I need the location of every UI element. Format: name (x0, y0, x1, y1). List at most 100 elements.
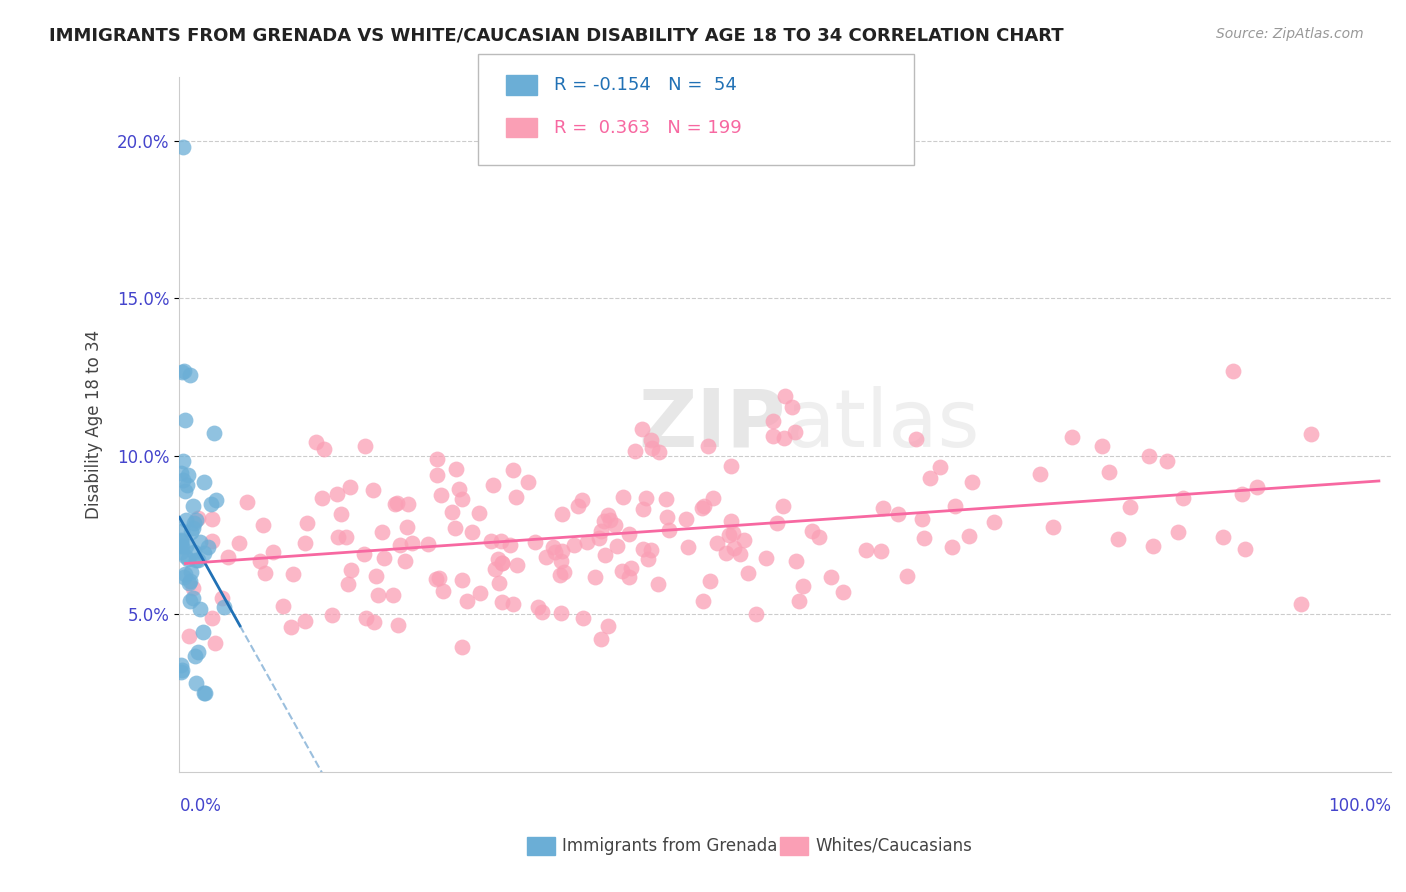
Point (1246, 480, 1268, 494)
Point (394, 554, 416, 568)
Point (193, 546, 215, 560)
Point (460, 524, 482, 539)
Point (631, 422, 654, 436)
Point (363, 615, 385, 629)
Point (188, 601, 211, 615)
Point (551, 507, 574, 521)
Point (583, 570, 606, 584)
Point (467, 506, 489, 520)
Point (381, 588, 404, 602)
Point (620, 561, 643, 575)
Point (588, 531, 610, 545)
Point (181, 591, 204, 605)
Point (180, 565, 202, 579)
Point (762, 413, 785, 427)
Point (253, 566, 276, 581)
Point (186, 553, 208, 567)
Point (1167, 525, 1189, 540)
Point (354, 439, 377, 453)
Point (541, 540, 564, 554)
Point (184, 513, 207, 527)
Point (896, 569, 918, 583)
Point (766, 516, 789, 530)
Point (702, 491, 724, 505)
Point (640, 543, 662, 558)
Point (1107, 532, 1129, 546)
Point (696, 439, 718, 453)
Point (502, 597, 524, 611)
Point (637, 551, 659, 566)
Point (447, 482, 470, 496)
Point (336, 577, 359, 591)
Point (491, 557, 513, 571)
Point (193, 625, 215, 640)
Point (855, 543, 877, 558)
Point (212, 599, 235, 614)
Point (1230, 487, 1253, 501)
Point (170, 524, 193, 539)
Point (506, 558, 529, 572)
Point (491, 533, 513, 548)
Point (567, 500, 589, 514)
Point (328, 530, 350, 544)
Point (371, 524, 394, 539)
Point (482, 477, 505, 491)
Point (468, 586, 491, 600)
Point (610, 564, 633, 578)
Point (179, 368, 201, 382)
Text: IMMIGRANTS FROM GRENADA VS WHITE/CAUCASIAN DISABILITY AGE 18 TO 34 CORRELATION C: IMMIGRANTS FROM GRENADA VS WHITE/CAUCASI… (49, 27, 1064, 45)
Point (305, 434, 328, 449)
Point (387, 495, 409, 509)
Point (200, 497, 222, 511)
Point (271, 599, 294, 613)
Point (920, 470, 942, 484)
Point (544, 545, 567, 559)
Point (1212, 530, 1234, 544)
Point (249, 554, 271, 568)
Point (499, 538, 522, 552)
Point (297, 516, 319, 531)
Point (321, 608, 343, 623)
Text: R = -0.154   N =  54: R = -0.154 N = 54 (554, 76, 737, 94)
Point (631, 501, 654, 516)
Point (426, 468, 449, 483)
Point (179, 629, 201, 643)
Y-axis label: Disability Age 18 to 34: Disability Age 18 to 34 (86, 330, 103, 519)
Point (658, 523, 681, 537)
Text: ZIP: ZIP (638, 385, 785, 464)
Text: Whites/Caucasians: Whites/Caucasians (815, 837, 973, 855)
Point (194, 686, 217, 700)
Point (187, 553, 209, 567)
Point (354, 610, 377, 624)
Point (387, 618, 409, 632)
Point (173, 364, 195, 378)
Point (723, 526, 745, 541)
Point (772, 499, 794, 513)
Point (443, 521, 465, 535)
Point (430, 488, 453, 502)
Point (807, 530, 830, 544)
Point (596, 508, 619, 522)
Point (692, 593, 714, 607)
Point (236, 495, 259, 509)
Point (699, 574, 721, 589)
Point (1119, 500, 1142, 514)
Point (481, 534, 503, 549)
Point (728, 547, 751, 561)
Point (361, 483, 384, 498)
Point (820, 570, 842, 584)
Point (187, 511, 209, 525)
Point (693, 499, 716, 513)
Point (170, 665, 193, 679)
Point (456, 594, 478, 608)
Point (181, 581, 204, 595)
Point (174, 513, 197, 527)
Point (169, 545, 191, 559)
Point (762, 428, 785, 442)
Point (783, 425, 806, 440)
Point (1299, 427, 1322, 442)
Point (170, 663, 193, 677)
Point (170, 534, 193, 549)
Point (179, 574, 201, 588)
Point (983, 515, 1005, 529)
